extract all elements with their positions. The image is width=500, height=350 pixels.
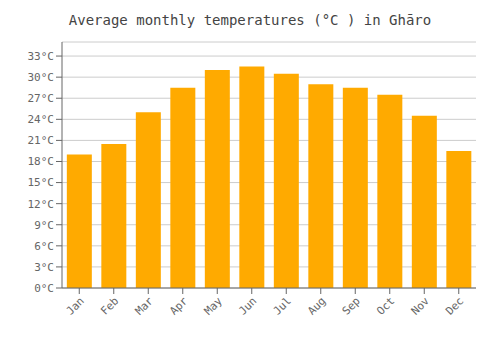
svg-text:12°C: 12°C (28, 198, 55, 211)
svg-text:15°C: 15°C (28, 176, 55, 189)
svg-text:Jun: Jun (236, 294, 259, 317)
svg-text:6°C: 6°C (34, 240, 54, 253)
svg-text:Oct: Oct (374, 294, 397, 317)
svg-text:0°C: 0°C (34, 282, 54, 295)
svg-text:Dec: Dec (443, 294, 466, 317)
svg-text:Nov: Nov (409, 294, 433, 318)
svg-text:21°C: 21°C (28, 134, 55, 147)
svg-text:9°C: 9°C (34, 219, 54, 232)
svg-text:27°C: 27°C (28, 92, 55, 105)
svg-text:24°C: 24°C (28, 113, 55, 126)
svg-text:18°C: 18°C (28, 155, 55, 168)
svg-text:Aug: Aug (305, 294, 328, 317)
svg-text:Feb: Feb (98, 294, 121, 317)
svg-text:30°C: 30°C (28, 71, 55, 84)
svg-text:Apr: Apr (167, 294, 191, 318)
html-text:Average monthly temperatures (: Average monthly temperatures (°C ) in Gh… (68, 12, 432, 28)
svg-text:Jan: Jan (64, 294, 87, 317)
svg-text:May: May (202, 294, 226, 318)
svg-text:3°C: 3°C (34, 261, 54, 274)
svg-text:Mar: Mar (133, 294, 157, 318)
svg-text:Jul: Jul (271, 294, 294, 317)
svg-text:Sep: Sep (340, 294, 363, 317)
svg-text:33°C: 33°C (28, 50, 55, 63)
